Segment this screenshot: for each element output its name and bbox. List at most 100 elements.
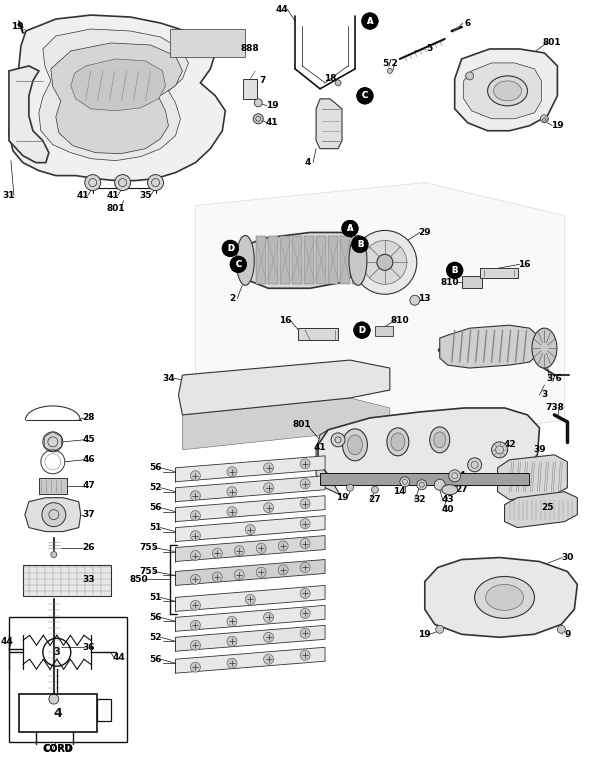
Circle shape bbox=[264, 632, 274, 643]
Circle shape bbox=[256, 543, 266, 553]
Circle shape bbox=[264, 612, 274, 622]
Text: C: C bbox=[362, 92, 368, 100]
Text: B: B bbox=[451, 266, 458, 275]
Circle shape bbox=[362, 13, 378, 29]
Circle shape bbox=[558, 625, 565, 633]
Circle shape bbox=[191, 531, 201, 541]
Text: 40: 40 bbox=[441, 505, 454, 514]
Polygon shape bbox=[39, 29, 188, 161]
Circle shape bbox=[300, 650, 310, 660]
Bar bbox=[23, 565, 111, 597]
Polygon shape bbox=[182, 398, 390, 450]
Text: C: C bbox=[235, 260, 241, 269]
Polygon shape bbox=[175, 476, 325, 502]
Bar bbox=[243, 79, 257, 99]
Text: A: A bbox=[347, 224, 353, 233]
Text: B: B bbox=[451, 266, 458, 275]
Circle shape bbox=[300, 563, 310, 573]
Circle shape bbox=[227, 636, 237, 646]
Text: 30: 30 bbox=[561, 553, 573, 562]
Text: 6: 6 bbox=[464, 19, 471, 27]
Ellipse shape bbox=[430, 427, 450, 453]
Circle shape bbox=[300, 518, 310, 528]
Circle shape bbox=[300, 629, 310, 638]
Text: 35: 35 bbox=[139, 191, 152, 200]
Text: B: B bbox=[357, 240, 363, 249]
Circle shape bbox=[449, 470, 461, 482]
Circle shape bbox=[264, 503, 274, 513]
Text: 34: 34 bbox=[162, 374, 175, 382]
Circle shape bbox=[357, 88, 373, 104]
Polygon shape bbox=[9, 15, 225, 180]
Circle shape bbox=[300, 499, 310, 509]
Bar bbox=[461, 277, 481, 288]
Circle shape bbox=[191, 620, 201, 630]
Circle shape bbox=[191, 551, 201, 560]
Circle shape bbox=[212, 548, 222, 558]
Text: 850: 850 bbox=[129, 575, 148, 584]
Circle shape bbox=[491, 442, 507, 458]
Polygon shape bbox=[195, 183, 565, 440]
Text: 56: 56 bbox=[149, 613, 162, 622]
Circle shape bbox=[222, 240, 238, 256]
Ellipse shape bbox=[343, 429, 368, 461]
Circle shape bbox=[300, 479, 310, 489]
Circle shape bbox=[300, 588, 310, 598]
Text: 13: 13 bbox=[418, 294, 431, 303]
Bar bbox=[292, 236, 302, 284]
Text: C: C bbox=[362, 92, 368, 100]
Circle shape bbox=[410, 295, 420, 305]
Text: 801: 801 bbox=[106, 204, 125, 213]
Text: 5/2: 5/2 bbox=[382, 58, 398, 68]
Polygon shape bbox=[238, 232, 362, 288]
Polygon shape bbox=[175, 625, 325, 651]
Circle shape bbox=[222, 240, 238, 256]
Text: D: D bbox=[359, 326, 365, 335]
Text: 51: 51 bbox=[149, 593, 162, 602]
Text: 41: 41 bbox=[77, 191, 89, 200]
Text: 31: 31 bbox=[3, 191, 15, 200]
Circle shape bbox=[227, 616, 237, 626]
Text: eReplacementParts.com: eReplacementParts.com bbox=[202, 413, 388, 427]
Text: 37: 37 bbox=[83, 510, 95, 519]
Circle shape bbox=[540, 115, 549, 123]
Circle shape bbox=[417, 479, 427, 490]
Circle shape bbox=[436, 625, 444, 633]
Text: 27: 27 bbox=[369, 495, 381, 504]
Ellipse shape bbox=[237, 235, 254, 285]
Text: CORD: CORD bbox=[42, 744, 73, 754]
Text: 46: 46 bbox=[83, 455, 95, 465]
Circle shape bbox=[85, 175, 101, 190]
Circle shape bbox=[362, 13, 378, 29]
Ellipse shape bbox=[434, 432, 445, 448]
Bar bbox=[375, 326, 393, 336]
Text: 4: 4 bbox=[305, 159, 312, 167]
Circle shape bbox=[234, 545, 244, 556]
Ellipse shape bbox=[391, 433, 405, 451]
Polygon shape bbox=[318, 408, 539, 482]
Polygon shape bbox=[425, 558, 578, 637]
Polygon shape bbox=[316, 430, 340, 495]
Circle shape bbox=[227, 658, 237, 668]
Bar bbox=[97, 699, 111, 721]
Circle shape bbox=[434, 479, 445, 490]
Circle shape bbox=[191, 640, 201, 650]
Text: 16: 16 bbox=[279, 315, 291, 325]
Text: 52: 52 bbox=[149, 632, 162, 642]
Text: 888: 888 bbox=[241, 44, 260, 54]
Circle shape bbox=[191, 471, 201, 481]
Circle shape bbox=[363, 240, 407, 284]
Circle shape bbox=[331, 433, 345, 447]
Polygon shape bbox=[175, 559, 325, 585]
Circle shape bbox=[264, 654, 274, 664]
Text: 5: 5 bbox=[427, 44, 433, 54]
Text: C: C bbox=[235, 260, 241, 269]
Text: 33: 33 bbox=[83, 575, 95, 584]
Circle shape bbox=[191, 491, 201, 500]
Polygon shape bbox=[464, 63, 542, 119]
Circle shape bbox=[212, 572, 222, 582]
Bar bbox=[316, 236, 326, 284]
Ellipse shape bbox=[494, 81, 522, 101]
Polygon shape bbox=[175, 496, 325, 521]
Circle shape bbox=[377, 254, 393, 270]
